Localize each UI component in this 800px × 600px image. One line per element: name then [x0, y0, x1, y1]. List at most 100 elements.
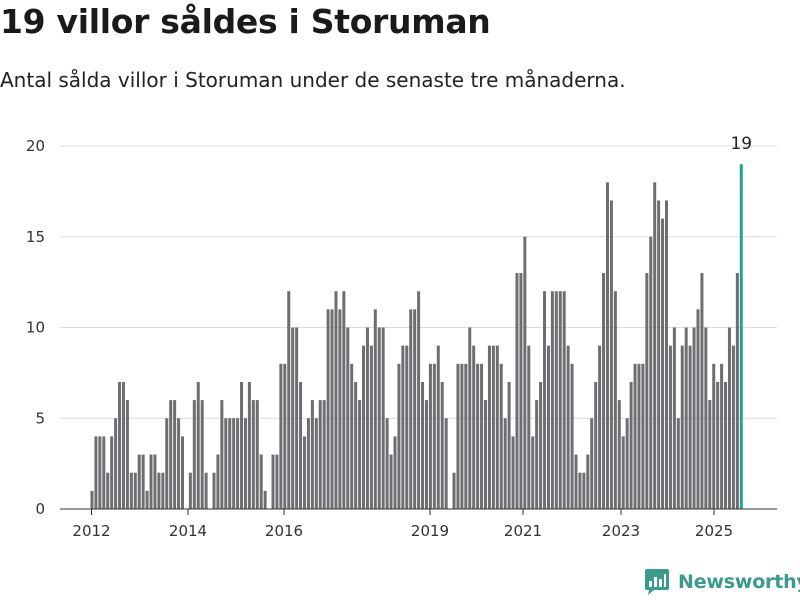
bar [243, 418, 247, 509]
bar [720, 363, 724, 509]
bar [594, 381, 598, 509]
bar [460, 363, 464, 509]
bar [696, 309, 700, 509]
bar [724, 381, 728, 509]
bar [645, 273, 649, 509]
bar [165, 418, 169, 509]
bar [263, 490, 267, 509]
y-tick-label: 20 [26, 137, 45, 155]
bar [688, 345, 692, 509]
bar [125, 400, 129, 509]
bar [452, 472, 456, 509]
bar [212, 472, 216, 509]
chart-subtitle: Antal sålda villor i Storuman under de s… [0, 68, 626, 92]
bar [586, 454, 590, 509]
bar [605, 182, 609, 510]
bar [617, 400, 621, 509]
bar [169, 400, 173, 509]
bar [574, 454, 578, 509]
newsworthy-logo-icon [645, 569, 669, 595]
bar [735, 273, 739, 509]
bar [684, 327, 688, 509]
bar [476, 363, 480, 509]
bar [409, 309, 413, 509]
bar [271, 454, 275, 509]
bar [161, 472, 165, 509]
bar [491, 345, 495, 509]
bar [672, 327, 676, 509]
bar [240, 381, 244, 509]
bar [692, 327, 696, 509]
highlight-bar [739, 164, 743, 509]
bar [625, 418, 629, 509]
bar [295, 327, 299, 509]
bar [428, 363, 432, 509]
bar [393, 436, 397, 509]
bar [200, 400, 204, 509]
bar [484, 400, 487, 509]
bar [369, 345, 373, 509]
bar [704, 327, 708, 509]
bar [318, 400, 322, 509]
bar [149, 454, 153, 509]
bar [464, 363, 468, 509]
bar [259, 454, 263, 509]
bar [302, 436, 306, 509]
newsworthy-logo[interactable]: Newsworthy [644, 568, 800, 596]
bar [251, 400, 255, 509]
bar [727, 327, 731, 509]
bar [582, 472, 586, 509]
bar [236, 418, 240, 509]
bar [405, 345, 409, 509]
bar [188, 472, 192, 509]
bar [145, 490, 149, 509]
bar [365, 327, 369, 509]
bar [330, 309, 334, 509]
x-tick-label: 2016 [265, 522, 303, 540]
bar [413, 309, 417, 509]
bar [680, 345, 684, 509]
bar [177, 418, 181, 509]
bar [507, 381, 511, 509]
bar [326, 309, 330, 509]
bar [279, 363, 283, 509]
bar [334, 291, 338, 509]
bar [456, 363, 460, 509]
bar [515, 273, 519, 509]
bar [653, 182, 657, 510]
bar [373, 309, 377, 509]
bar [546, 345, 550, 509]
bar [499, 363, 503, 509]
y-tick-label: 5 [35, 409, 45, 427]
bar [153, 454, 157, 509]
bar [472, 345, 476, 509]
bar [354, 381, 358, 509]
bar [668, 345, 672, 509]
bar [487, 345, 491, 509]
bar [519, 273, 523, 509]
bar [440, 381, 444, 509]
bar [137, 454, 141, 509]
bar [306, 418, 310, 509]
bar [94, 436, 98, 509]
bar [421, 381, 425, 509]
bar [310, 400, 314, 509]
bar [90, 490, 94, 509]
bar [232, 418, 236, 509]
bar [255, 400, 259, 509]
bar [401, 345, 405, 509]
x-axis: 2012 2014 2016 2019 2021 2023 2025 [60, 508, 777, 540]
bar [633, 363, 637, 509]
bar [629, 381, 633, 509]
bar [661, 218, 665, 509]
y-axis-labels: 0 5 10 15 20 [26, 137, 45, 518]
highlight-annotation: 19 [730, 134, 752, 154]
bar [114, 418, 118, 509]
y-tick-label: 10 [26, 319, 45, 337]
bar [299, 381, 303, 509]
bar [731, 345, 735, 509]
bar [558, 291, 562, 509]
bar [637, 363, 641, 509]
bar [377, 327, 381, 509]
